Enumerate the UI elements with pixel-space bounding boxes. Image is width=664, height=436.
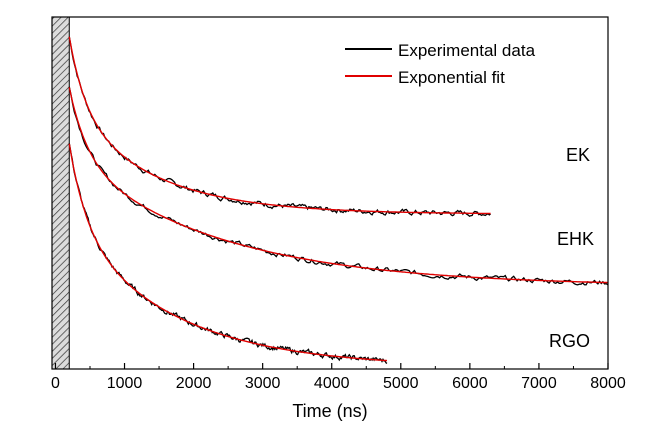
legend-experimental-label: Experimental data <box>398 41 536 60</box>
series-label-rgo: RGO <box>549 331 590 351</box>
x-axis-label: Time (ns) <box>292 401 367 421</box>
series-ek-experimental <box>68 36 491 217</box>
excitation-region <box>51 16 70 370</box>
series-ehk-fit <box>68 87 608 284</box>
x-tick-label: 1000 <box>107 375 143 392</box>
x-tick-label: 4000 <box>314 375 350 392</box>
x-tick-label: 2000 <box>176 375 212 392</box>
series-ek-fit <box>68 36 491 215</box>
x-tick-label: 6000 <box>452 375 488 392</box>
x-tick-label: 0 <box>51 375 60 392</box>
plot-frame <box>51 16 609 370</box>
series-ehk-experimental <box>68 86 608 286</box>
series-rgo-experimental <box>68 143 388 364</box>
legend-fit-label: Exponential fit <box>398 68 505 87</box>
series-rgo-fit <box>68 143 388 362</box>
x-tick-label: 7000 <box>521 375 557 392</box>
series-label-ek: EK <box>566 145 590 165</box>
x-tick-label: 3000 <box>245 375 281 392</box>
legend: Experimental data Exponential fit <box>345 41 536 87</box>
x-tick-label: 8000 <box>590 375 626 392</box>
series-label-ehk: EHK <box>557 229 594 249</box>
x-tick-label: 5000 <box>383 375 419 392</box>
